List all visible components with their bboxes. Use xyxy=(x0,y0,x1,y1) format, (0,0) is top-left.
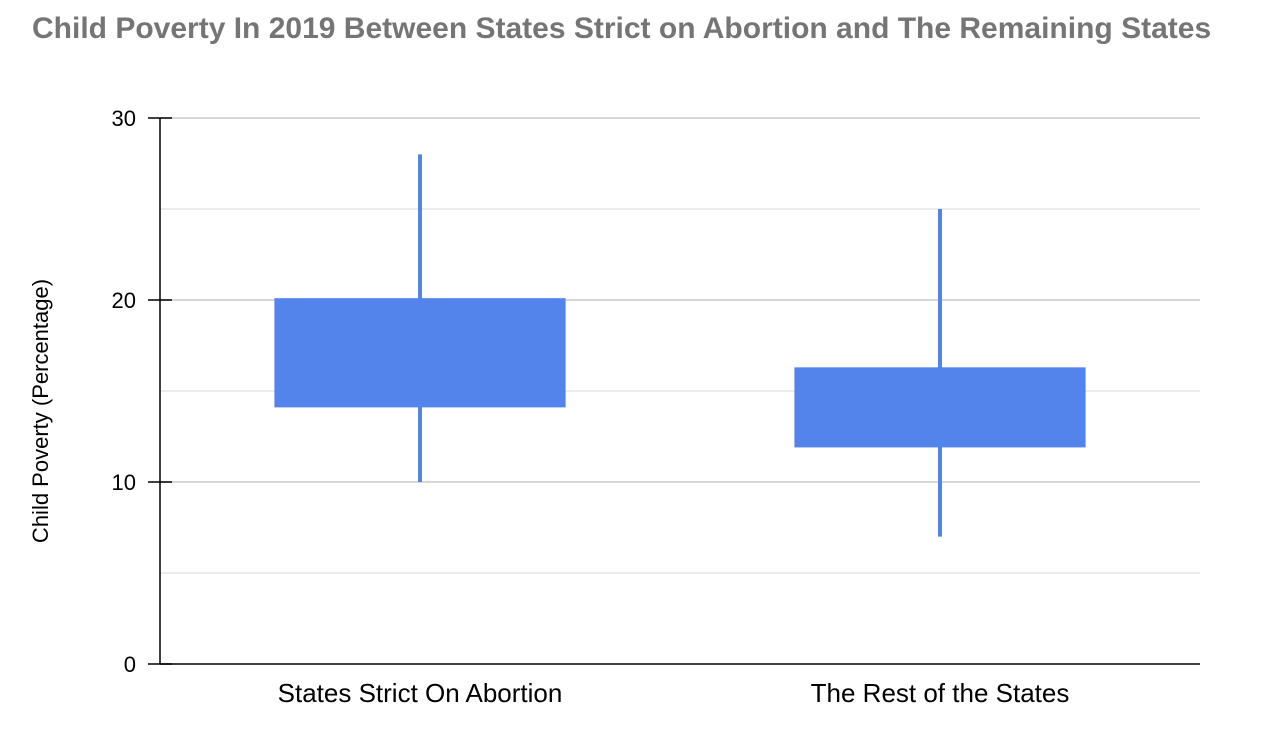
x-category-label: States Strict On Abortion xyxy=(278,678,563,708)
box-body xyxy=(274,298,566,408)
axes xyxy=(148,117,1200,665)
y-tick-label: 0 xyxy=(124,652,136,677)
y-tick-label: 10 xyxy=(112,470,136,495)
y-tick-label: 30 xyxy=(112,106,136,131)
y-tick-label: 20 xyxy=(112,288,136,313)
box-marks xyxy=(274,154,1086,537)
x-category-label: The Rest of the States xyxy=(811,678,1070,708)
tick-labels: 0 10 20 30 Child Poverty (Percentage) States … xyxy=(28,106,1069,708)
y-axis-title: Child Poverty (Percentage) xyxy=(28,279,53,543)
chart-title: Child Poverty In 2019 Between States Str… xyxy=(32,12,1212,45)
box-body xyxy=(794,367,1086,448)
